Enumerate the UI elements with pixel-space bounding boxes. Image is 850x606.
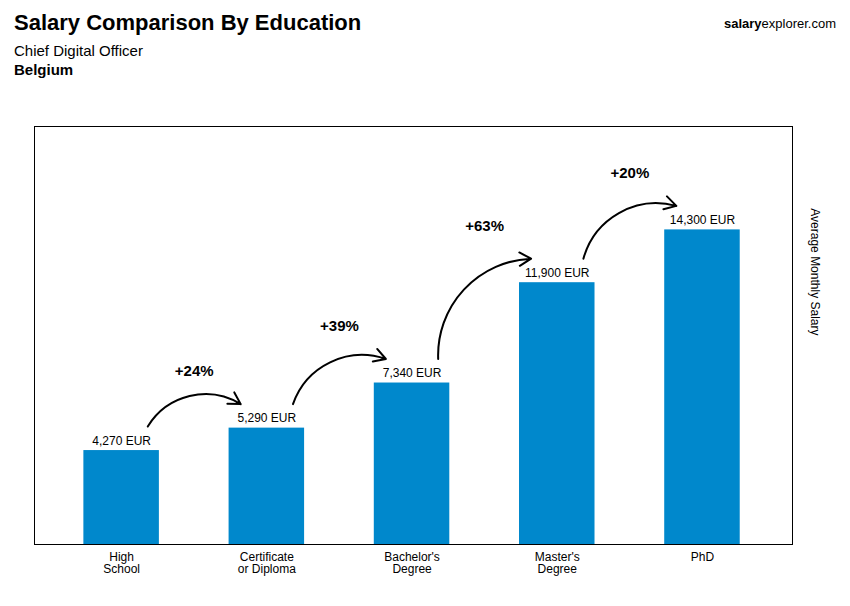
svg-text:4,270 EUR: 4,270 EUR [92,434,151,448]
svg-text:11,900 EUR: 11,900 EUR [525,266,590,280]
svg-text:+20%: +20% [610,164,649,181]
svg-text:PhD: PhD [691,550,715,564]
svg-text:14,300 EUR: 14,300 EUR [670,213,736,227]
html-text:Belgium: Belgium [14,61,74,78]
html-text:Salary Comparison By Education: Salary Comparison By Education [14,10,362,35]
svg-text:Average Monthly Salary: Average Monthly Salary [808,208,822,335]
svg-text:7,340 EUR: 7,340 EUR [383,366,442,380]
svg-text:HighSchool: HighSchool [103,550,140,576]
svg-text:Master'sDegree: Master'sDegree [535,550,580,576]
svg-text:Certificateor Diploma: Certificateor Diploma [238,550,296,576]
html-text:Chief Digital Officer: Chief Digital Officer [14,42,143,59]
svg-text:5,290 EUR: 5,290 EUR [237,411,296,425]
svg-text:+63%: +63% [465,217,504,234]
svg-text:+24%: +24% [175,362,214,379]
svg-text:+39%: +39% [320,317,359,334]
html-text:salary explorer.com: salary explorer.com [724,16,836,31]
svg-text:Bachelor'sDegree: Bachelor'sDegree [384,550,440,576]
